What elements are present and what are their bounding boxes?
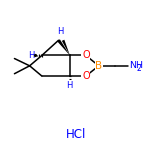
Polygon shape <box>57 39 70 55</box>
Text: O: O <box>82 71 90 81</box>
Text: H: H <box>57 27 63 36</box>
Text: H: H <box>28 50 35 60</box>
Text: NH: NH <box>129 61 143 70</box>
Polygon shape <box>62 40 70 55</box>
Text: HCl: HCl <box>66 128 86 141</box>
Text: O: O <box>82 50 90 60</box>
Text: 2: 2 <box>136 64 141 73</box>
Text: B: B <box>95 61 102 71</box>
Text: H: H <box>66 81 72 90</box>
